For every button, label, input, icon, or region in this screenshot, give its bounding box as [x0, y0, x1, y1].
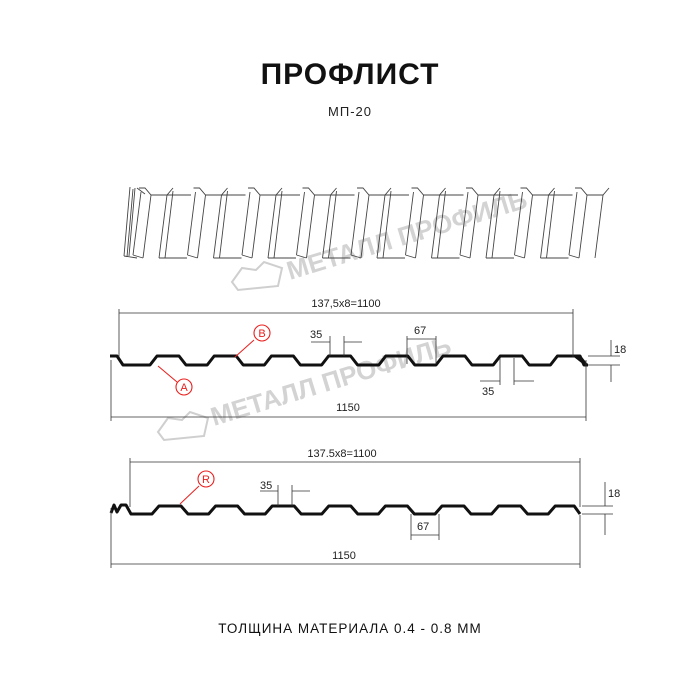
sheet-edge [546, 190, 555, 259]
sheet-edge [219, 190, 228, 259]
sheet-edge [568, 191, 578, 256]
sheet-edge [267, 194, 277, 259]
sheet-edge [128, 187, 136, 257]
sheet-edge [248, 187, 283, 196]
profile-a: 137,5x8=1100 1150 35 67 35 18 B A [110, 298, 626, 421]
sheet-edge [568, 254, 580, 259]
sheet-edge [437, 190, 446, 259]
valley-label: 67 [417, 521, 429, 533]
sheet-edge [139, 187, 174, 196]
sheet-edge [296, 191, 305, 256]
sheet-3d-view [123, 186, 610, 259]
sheet-edge [193, 187, 228, 196]
profile-b: 137.5x8=1100 1150 35 67 18 R [109, 448, 620, 568]
sheet-edge [411, 187, 446, 196]
sheet-edge [187, 191, 196, 256]
sheet-edge [405, 254, 416, 259]
pitch-label: 137,5x8=1100 [311, 298, 380, 310]
sheet-edge [241, 254, 253, 259]
svg-text:B: B [258, 328, 265, 340]
profile-b-line [109, 503, 582, 516]
sheet-edge [514, 254, 525, 259]
sheet-edge [350, 191, 360, 256]
sheet-edge [594, 194, 604, 259]
sheet-edge [350, 254, 362, 259]
sheet-edge [123, 255, 138, 259]
height-label: 18 [614, 344, 626, 356]
sheet-edge [524, 194, 533, 259]
valley-label: 67 [414, 325, 426, 337]
height-label: 18 [608, 488, 620, 500]
sheet-edge [431, 194, 440, 259]
watermark-logo-icon [230, 260, 284, 292]
sheet-edge [360, 194, 370, 259]
sheet-edge [520, 187, 555, 196]
sheet-edge [382, 190, 392, 259]
sheet-edge [328, 190, 337, 259]
callout-a [175, 378, 193, 396]
sheet-edge [306, 194, 315, 259]
sheet-edge [132, 191, 142, 256]
sheet-edge [123, 186, 131, 257]
sheet-edge [540, 194, 549, 259]
page-subtitle: МП-20 [328, 104, 372, 119]
sheet-edge [126, 188, 134, 258]
width-label: 1150 [332, 550, 356, 562]
sheet-edge [158, 194, 168, 259]
sheet-edge [132, 254, 144, 259]
sheet-edge [322, 194, 331, 259]
width-label: 1150 [336, 402, 360, 414]
sheet-edge [251, 194, 261, 259]
sheet-edge [459, 254, 471, 259]
watermark-text: МЕТАЛЛ ПРОФИЛЬ [207, 330, 455, 432]
sheet-edge [514, 191, 523, 256]
sheet-edge [491, 190, 501, 259]
callout-b [253, 324, 271, 342]
sheet-edge [142, 194, 152, 259]
sheet-edge [241, 191, 251, 256]
rib-bottom-label: 35 [482, 386, 494, 398]
svg-text:A: A [180, 382, 188, 394]
sheet-edge [273, 190, 283, 259]
sheet-edge [357, 187, 392, 196]
sheet-edge [459, 191, 469, 256]
sheet-edge [578, 194, 588, 259]
rib-top-label: 35 [260, 480, 272, 492]
sheet-edge [296, 254, 307, 259]
watermark-logo-icon [156, 410, 210, 442]
sheet-edge [485, 194, 495, 259]
sheet-edge [376, 194, 386, 259]
sheet-edge [405, 191, 414, 256]
profile-a-line [110, 354, 588, 367]
rib-top-label: 35 [310, 329, 322, 341]
svg-text:R: R [202, 474, 210, 486]
watermark-bottom: МЕТАЛЛ ПРОФИЛЬ [156, 330, 455, 442]
sheet-edge [469, 194, 479, 259]
material-thickness-note: ТОЛЩИНА МАТЕРИАЛА 0.4 - 0.8 ММ [218, 621, 482, 636]
sheet-edge [136, 187, 146, 195]
sheet-edge [213, 194, 222, 259]
sheet-edge [164, 190, 174, 259]
sheet-edge [575, 187, 610, 196]
page-title: ПРОФЛИСТ [260, 58, 440, 91]
callout-r [197, 470, 215, 488]
sheet-edge [197, 194, 206, 259]
sheet-edge [415, 194, 424, 259]
sheet-edge [187, 254, 198, 259]
sheet-edge [302, 187, 337, 196]
pitch-label: 137.5x8=1100 [307, 448, 376, 460]
